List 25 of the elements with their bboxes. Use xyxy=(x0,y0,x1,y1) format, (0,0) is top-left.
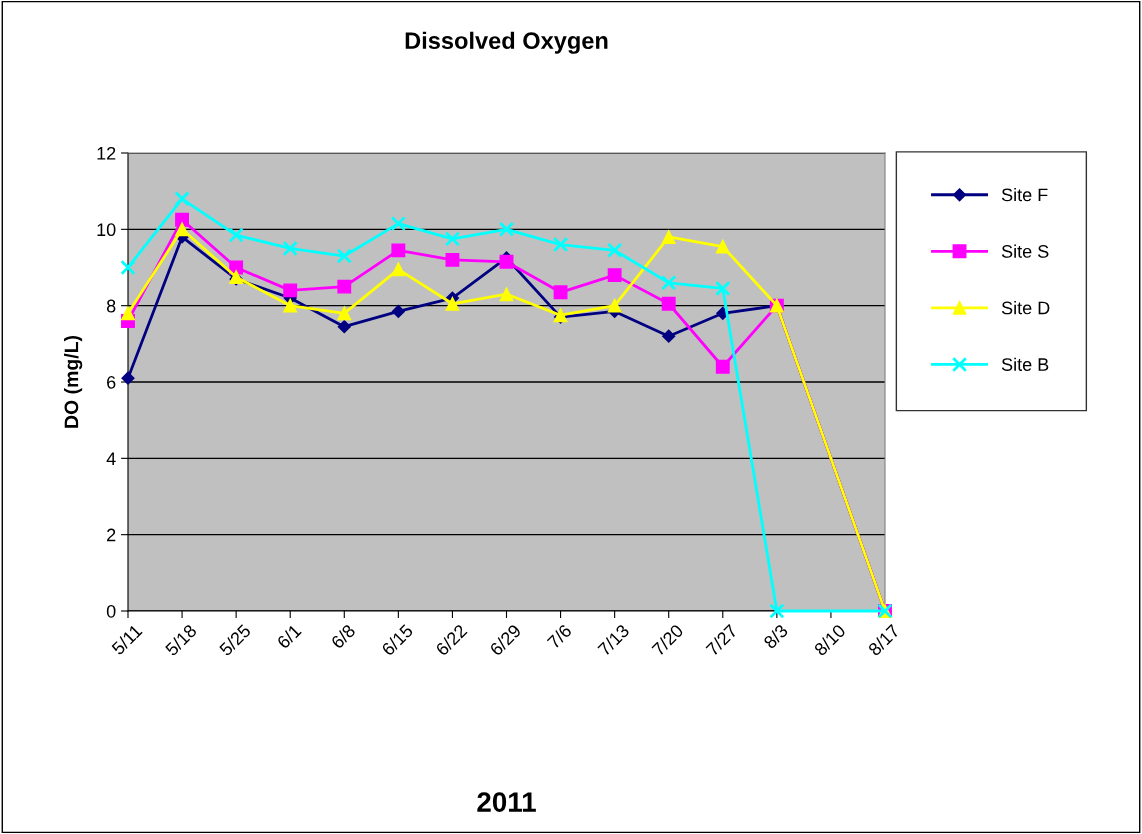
legend-label: Site B xyxy=(1001,357,1049,371)
legend-label: Site S xyxy=(1001,244,1049,258)
y-tick-label: 8 xyxy=(106,299,116,313)
y-tick-label: 4 xyxy=(106,452,116,465)
legend-label: Site D xyxy=(1001,301,1050,315)
chart-title: Dissolved Oxygen xyxy=(405,31,608,54)
y-tick-label: 0 xyxy=(106,604,116,618)
y-axis-title: DO (mg/L) xyxy=(64,335,83,428)
x-tick-label: 6/8 xyxy=(330,623,357,650)
x-tick-label: 7/20 xyxy=(650,623,685,657)
x-tick-label: 8/10 xyxy=(813,623,847,657)
x-tick-label: 8/3 xyxy=(762,623,789,650)
x-tick-label: 5/11 xyxy=(110,623,143,656)
y-tick-label: 6 xyxy=(107,375,116,389)
legend-label: Site F xyxy=(1001,187,1048,202)
x-tick-label: 6/22 xyxy=(434,623,468,657)
x-tick-label: 7/6 xyxy=(546,623,573,650)
x-tick-label: 6/1 xyxy=(276,623,302,650)
x-axis-title: 2011 xyxy=(477,792,536,812)
x-tick-label: 6/29 xyxy=(488,623,522,657)
y-tick-label: 10 xyxy=(97,223,116,237)
y-tick-label: 2 xyxy=(107,528,116,542)
x-tick-label: 7/13 xyxy=(596,623,630,657)
x-tick-label: 5/18 xyxy=(164,623,198,657)
y-tick-label: 12 xyxy=(97,146,116,160)
